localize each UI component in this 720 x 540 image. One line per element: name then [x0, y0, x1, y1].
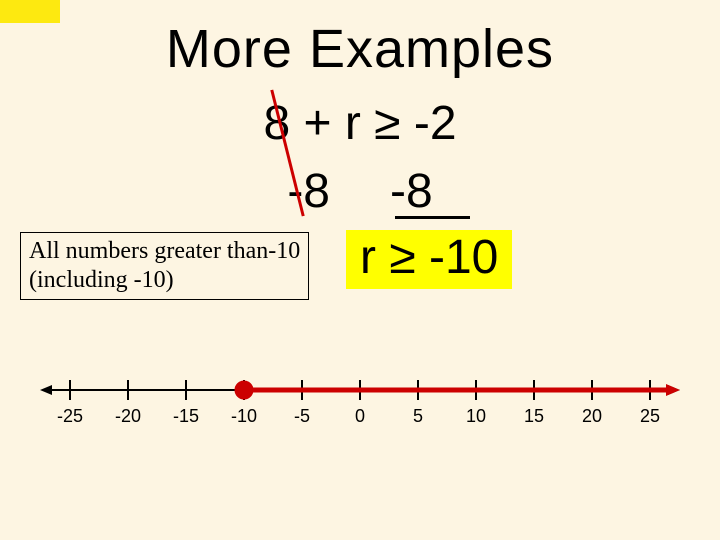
- note-line-1: All numbers greater than-10: [29, 237, 300, 266]
- svg-text:5: 5: [413, 406, 423, 426]
- eq2-right: -8: [390, 164, 530, 219]
- number-line: -25 -20 -15 -10 -5 0 5 10 15 20 25: [40, 370, 680, 460]
- equation-line-2: -8 -8: [0, 164, 720, 219]
- svg-text:10: 10: [466, 406, 486, 426]
- note-line-2: (including -10): [29, 266, 300, 295]
- svg-text:15: 15: [524, 406, 544, 426]
- equation-line-1: 8 + r ≥ -2: [0, 96, 720, 151]
- svg-text:-10: -10: [231, 406, 257, 426]
- explanation-box: All numbers greater than-10 (including -…: [20, 232, 309, 300]
- eq2-left: -8: [190, 164, 330, 219]
- svg-text:-25: -25: [57, 406, 83, 426]
- svg-text:25: 25: [640, 406, 660, 426]
- answer-highlight: r ≥ -10: [346, 230, 512, 289]
- svg-text:0: 0: [355, 406, 365, 426]
- svg-text:-20: -20: [115, 406, 141, 426]
- svg-text:20: 20: [582, 406, 602, 426]
- subtraction-underline: [395, 216, 470, 219]
- number-line-svg: -25 -20 -15 -10 -5 0 5 10 15 20 25: [40, 370, 680, 460]
- page-title: More Examples: [0, 18, 720, 80]
- svg-text:-5: -5: [294, 406, 310, 426]
- svg-text:-15: -15: [173, 406, 199, 426]
